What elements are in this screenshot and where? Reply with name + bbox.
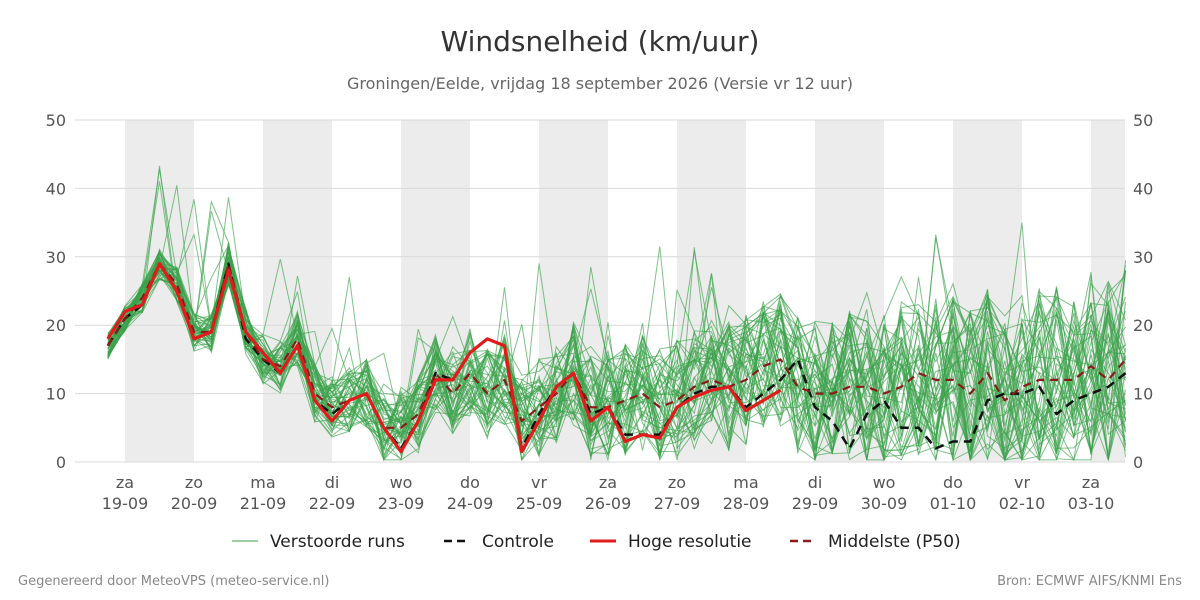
x-tick-day: di <box>325 473 340 492</box>
y-axis-right: 0 10 20 30 40 50 <box>1133 111 1153 472</box>
y-tick-label-left: 10 <box>46 385 66 404</box>
y-tick-label-right: 0 <box>1133 453 1143 472</box>
y-tick-label-left: 20 <box>46 316 66 335</box>
x-tick-date: 26-09 <box>585 494 632 513</box>
x-tick-day: vr <box>1014 473 1030 492</box>
x-tick-date: 01-10 <box>930 494 977 513</box>
x-tick-day: di <box>808 473 823 492</box>
main-series <box>106 262 1127 454</box>
x-tick-day: do <box>943 473 963 492</box>
hires-line <box>106 262 782 454</box>
x-tick-day: ma <box>733 473 758 492</box>
ensemble-member-line <box>107 256 1126 462</box>
ensemble-member-line <box>107 256 1126 449</box>
legend-label: Middelste (P50) <box>828 532 961 552</box>
x-tick-date: 23-09 <box>378 494 425 513</box>
x-tick-date: 20-09 <box>171 494 218 513</box>
x-tick-date: 25-09 <box>516 494 563 513</box>
legend: Verstoorde runs Controle Hoge resolutie Mid… <box>232 532 961 552</box>
x-tick-day: wo <box>873 473 896 492</box>
x-tick-day: za <box>116 473 134 492</box>
x-tick-date: 28-09 <box>723 494 770 513</box>
y-tick-label-left: 0 <box>56 453 66 472</box>
y-tick-label-right: 20 <box>1133 316 1153 335</box>
x-tick-day: ma <box>250 473 275 492</box>
footer-generated: Gegenereerd door MeteoVPS (meteo-service… <box>18 574 329 589</box>
x-tick-date: 27-09 <box>654 494 701 513</box>
y-tick-label-right: 30 <box>1133 248 1153 267</box>
x-tick-day: za <box>1082 473 1100 492</box>
median-line <box>106 262 1127 429</box>
ensemble-member-line <box>107 265 1126 461</box>
x-tick-date: 03-10 <box>1068 494 1115 513</box>
y-tick-label-left: 50 <box>46 111 66 130</box>
x-tick-date: 21-09 <box>240 494 287 513</box>
x-tick-date: 29-09 <box>792 494 839 513</box>
x-tick-date: 02-10 <box>999 494 1046 513</box>
x-tick-day: zo <box>185 473 203 492</box>
x-tick-date: 30-09 <box>861 494 908 513</box>
x-axis: za 19-09 zo 20-09 ma 21-09 di 22-09 wo 23-09 do 24-… <box>102 473 1115 513</box>
legend-label: Hoge resolutie <box>628 532 752 552</box>
footer-source: Bron: ECMWF AIFS/KNMI Ens <box>997 574 1182 589</box>
ensemble-member-line <box>107 242 1126 461</box>
ensemble-member-line <box>107 210 1126 461</box>
x-tick-date: 19-09 <box>102 494 149 513</box>
y-tick-label-right: 50 <box>1133 111 1153 130</box>
y-tick-label-left: 40 <box>46 179 66 198</box>
ensemble-series <box>107 166 1126 462</box>
x-tick-day: wo <box>390 473 413 492</box>
y-axis-left: 0 10 20 30 40 50 <box>46 111 66 472</box>
x-tick-day: za <box>599 473 617 492</box>
ensemble-member-line <box>107 265 1126 461</box>
x-tick-day: vr <box>531 473 547 492</box>
y-tick-label-left: 30 <box>46 248 66 267</box>
x-tick-day: zo <box>668 473 686 492</box>
y-tick-label-right: 10 <box>1133 385 1153 404</box>
ensemble-member-line <box>107 261 1126 462</box>
x-tick-date: 22-09 <box>309 494 356 513</box>
chart-subtitle: Groningen/Eelde, vrijdag 18 september 20… <box>347 74 853 93</box>
x-tick-day: do <box>460 473 480 492</box>
y-tick-label-right: 40 <box>1133 179 1153 198</box>
legend-label: Controle <box>482 532 554 552</box>
chart-title: Windsnelheid (km/uur) <box>441 25 760 58</box>
legend-label: Verstoorde runs <box>270 532 405 552</box>
x-tick-date: 24-09 <box>447 494 494 513</box>
